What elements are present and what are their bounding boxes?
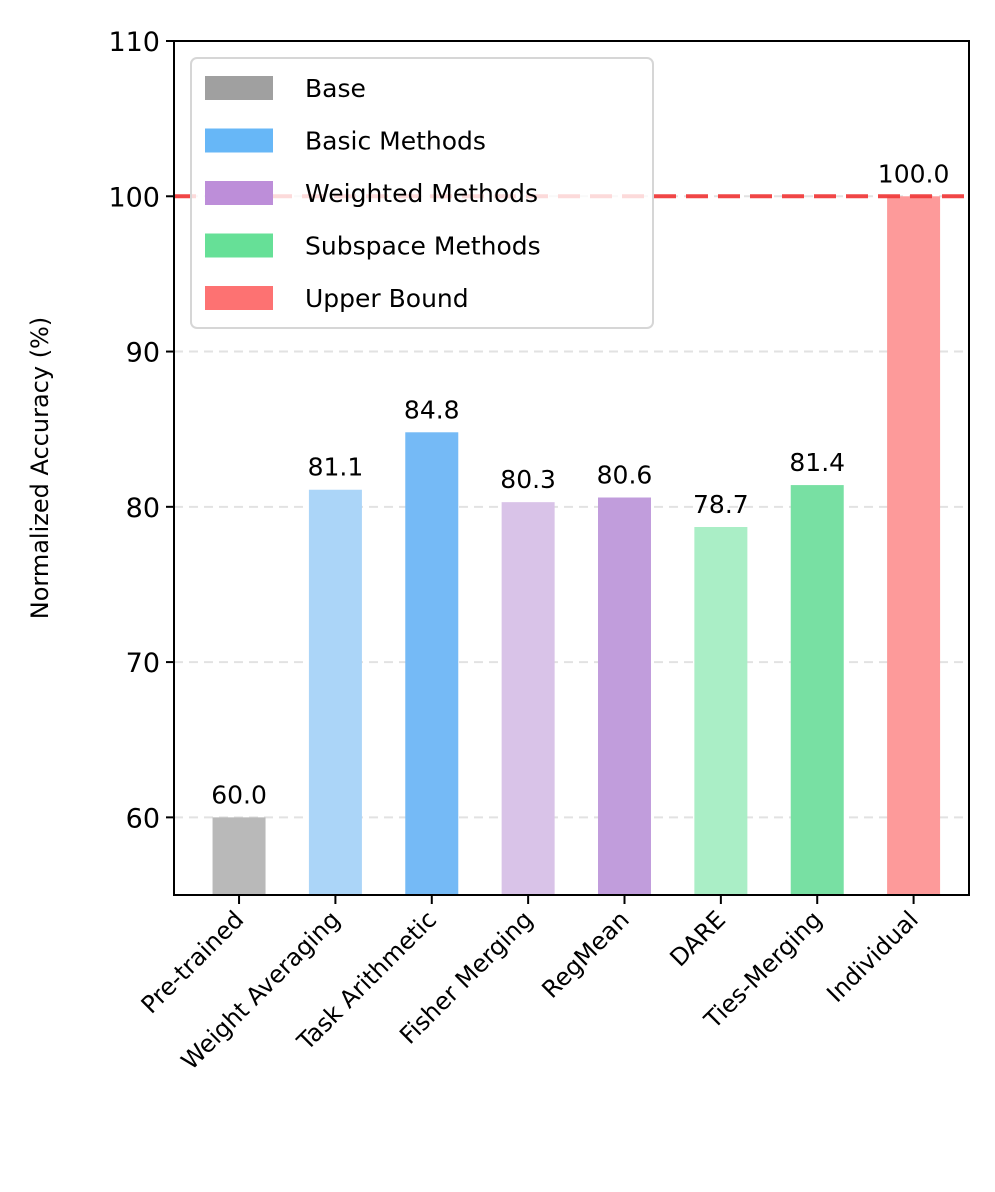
bar-ties-merging xyxy=(790,485,844,895)
legend-swatch xyxy=(205,233,273,258)
legend-label: Basic Methods xyxy=(305,127,486,156)
bar-regmean xyxy=(598,497,651,895)
bar-value-label: 84.8 xyxy=(404,395,460,424)
legend-label: Subspace Methods xyxy=(305,232,541,261)
bar-value-label: 80.6 xyxy=(597,461,653,490)
y-tick-label: 70 xyxy=(126,648,160,679)
legend-label: Base xyxy=(305,74,366,103)
bar-fisher-merging xyxy=(501,502,555,895)
bar-value-labels: 60.0 81.1 84.8 80.3 80.6 78.7 81.4 100.0 xyxy=(211,159,949,809)
bar-value-label: 81.4 xyxy=(789,448,845,477)
y-tick-label: 110 xyxy=(108,27,160,58)
bar-task-arithmetic xyxy=(405,432,459,895)
y-tick-label: 100 xyxy=(108,182,160,213)
legend-box xyxy=(190,57,654,329)
bar-pre-trained xyxy=(212,817,266,895)
y-tick-label: 60 xyxy=(126,803,160,834)
legend: Base Basic Methods Weighted Methods Subspac… xyxy=(190,57,654,329)
bar-value-label: 60.0 xyxy=(211,780,267,809)
y-tick-label: 80 xyxy=(126,493,160,524)
bar-value-label: 80.3 xyxy=(500,465,556,494)
plot-frame xyxy=(173,40,970,896)
bar-dare xyxy=(694,527,748,895)
bars xyxy=(212,196,941,896)
bar-value-label: 81.1 xyxy=(308,453,364,482)
bar-value-label: 78.7 xyxy=(693,490,749,519)
legend-swatch xyxy=(205,286,273,310)
legend-label: Weighted Methods xyxy=(305,179,538,208)
bar-value-label: 100.0 xyxy=(878,159,950,188)
legend-swatch xyxy=(205,181,273,205)
y-axis: 60 70 80 90 100 110 xyxy=(108,27,174,834)
y-axis-label: Normalized Accuracy (%) xyxy=(26,317,54,619)
legend-swatch xyxy=(205,128,273,153)
y-tick-label: 90 xyxy=(126,338,160,369)
bar-weight-averaging xyxy=(308,489,362,895)
bar-individual xyxy=(887,196,941,896)
legend-swatch xyxy=(205,76,273,100)
legend-label: Upper Bound xyxy=(305,284,469,313)
